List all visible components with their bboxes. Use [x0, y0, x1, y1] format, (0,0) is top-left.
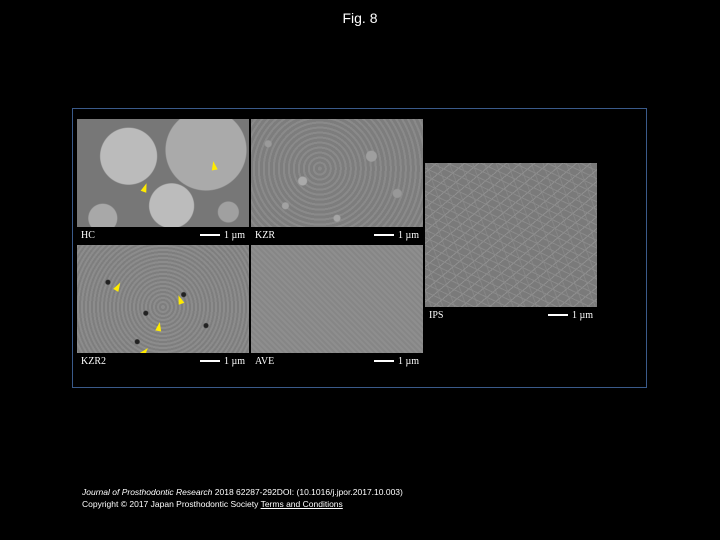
scale-text: 1 µm — [398, 230, 419, 241]
scale-text: 1 µm — [224, 230, 245, 241]
citation-ref: 2018 62287-292DOI: (10.1016/j.jpor.2017.… — [212, 487, 402, 497]
scale-bar: 1 µm — [200, 230, 245, 241]
scale-bar-icon — [200, 360, 220, 362]
scale-bar-icon — [200, 234, 220, 236]
panel-hc: HC 1 µm — [77, 119, 249, 243]
panel-name: KZR2 — [81, 356, 106, 367]
panel-label-bar: IPS 1 µm — [425, 307, 597, 323]
panel-label-bar: HC 1 µm — [77, 227, 249, 243]
panel-label-bar: KZR2 1 µm — [77, 353, 249, 369]
panel-name: HC — [81, 230, 95, 241]
scale-text: 1 µm — [224, 356, 245, 367]
figure-title: Fig. 8 — [0, 0, 720, 26]
annotation-arrow-icon — [113, 281, 123, 292]
citation-block: Journal of Prosthodontic Research 2018 6… — [82, 487, 403, 510]
scale-bar: 1 µm — [548, 310, 593, 321]
scale-bar: 1 µm — [374, 230, 419, 241]
scale-bar: 1 µm — [374, 356, 419, 367]
panel-name: IPS — [429, 310, 443, 321]
scale-bar-icon — [548, 314, 568, 316]
citation-line-1: Journal of Prosthodontic Research 2018 6… — [82, 487, 403, 498]
scale-bar-icon — [374, 234, 394, 236]
panel-label-bar: AVE 1 µm — [251, 353, 423, 369]
panel-kzr: KZR 1 µm — [251, 119, 423, 243]
annotation-arrow-icon — [175, 294, 184, 305]
scale-bar: 1 µm — [200, 356, 245, 367]
journal-name: Journal of Prosthodontic Research — [82, 487, 212, 497]
panel-ave: AVE 1 µm — [251, 245, 423, 369]
annotation-arrow-icon — [141, 183, 150, 194]
scale-bar-icon — [374, 360, 394, 362]
scale-text: 1 µm — [572, 310, 593, 321]
panel-label-bar: KZR 1 µm — [251, 227, 423, 243]
panel-kzr2: KZR2 1 µm — [77, 245, 249, 369]
annotation-arrow-icon — [155, 321, 162, 331]
panel-ips: IPS 1 µm — [425, 163, 597, 323]
panel-grid: HC 1 µm KZR 1 µm KZR2 1 µm AVE 1 µm IPS 1 µm — [77, 119, 644, 379]
panel-name: KZR — [255, 230, 275, 241]
copyright-text: Copyright © 2017 Japan Prosthodontic Soc… — [82, 499, 261, 509]
terms-link[interactable]: Terms and Conditions — [261, 499, 343, 509]
panel-name: AVE — [255, 356, 274, 367]
annotation-arrow-icon — [210, 161, 217, 171]
citation-line-2: Copyright © 2017 Japan Prosthodontic Soc… — [82, 499, 403, 510]
scale-text: 1 µm — [398, 356, 419, 367]
figure-frame: HC 1 µm KZR 1 µm KZR2 1 µm AVE 1 µm IPS 1 µm — [72, 108, 647, 388]
